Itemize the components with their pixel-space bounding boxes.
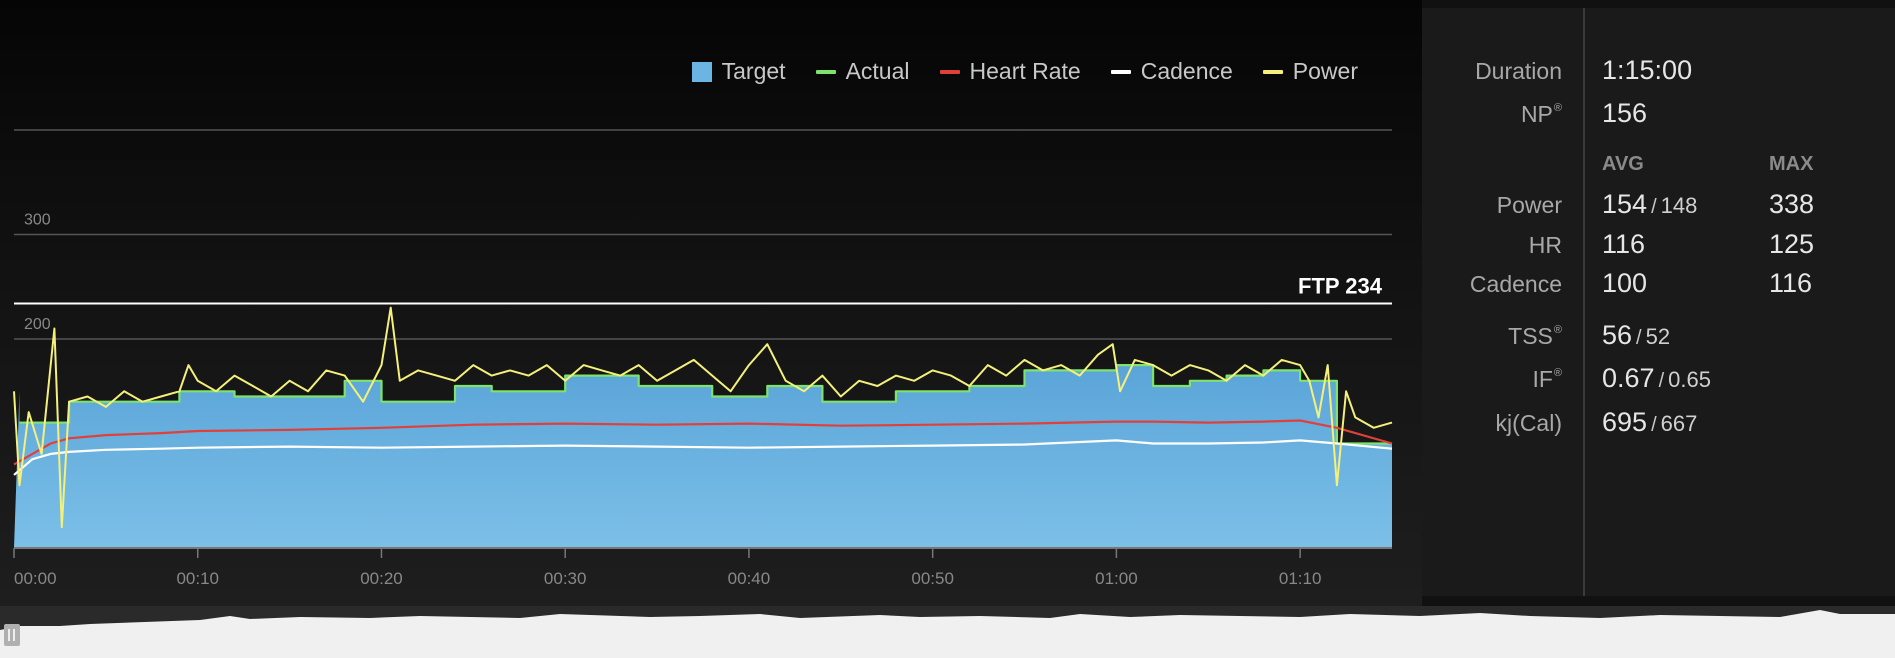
legend-swatch [1262,69,1283,74]
x-tick-label: 00:40 [728,569,771,588]
duration-value: 1:15:00 [1602,55,1693,85]
if-label: IF® [1532,366,1562,392]
legend-label: Cadence [1140,58,1233,84]
power-max-value: 338 [1769,189,1815,219]
hr-avg-value: 116 [1602,229,1646,259]
legend-label: Heart Rate [969,58,1081,84]
legend-swatch [691,61,712,82]
power-avg-value: 154/148 [1602,189,1698,219]
workout-timeline[interactable] [0,606,1895,658]
cadence-max-value: 116 [1769,268,1813,298]
np-label: NP® [1520,101,1562,127]
x-tick-label: 00:10 [176,569,219,588]
x-tick-label: 01:00 [1095,569,1138,588]
y-tick-label: 300 [24,212,51,229]
legend-swatch [815,69,836,74]
series-cadence-line [13,439,1393,476]
timeline-profile [0,610,1895,658]
x-tick-label: 00:00 [14,569,57,588]
series-power-line [13,306,1393,529]
legend-item-target[interactable]: Target [691,58,786,85]
power-label: Power [1496,192,1562,218]
avg-column-header: AVG [1602,153,1644,175]
if-value: 0.67/0.65 [1602,363,1711,393]
legend-swatch [1110,69,1131,74]
x-tick-label: 00:50 [911,569,954,588]
x-tick-label: 01:10 [1279,569,1322,588]
x-tick-label: 00:20 [360,569,403,588]
chart-legend: Target Actual Heart Rate Cadence Power [691,58,1358,85]
cadence-avg-value: 100 [1602,268,1648,298]
series-target-area [14,365,1392,548]
duration-label: Duration [1475,58,1562,84]
max-column-header: MAX [1769,153,1814,175]
kj-value: 695/667 [1602,407,1698,437]
tss-label: TSS® [1508,323,1562,349]
y-tick-label: 200 [24,316,51,333]
cadence-label: Cadence [1469,271,1562,297]
legend-label: Actual [845,58,910,84]
timeline-scrubber-handle[interactable] [4,624,20,646]
x-tick-label: 00:30 [544,569,587,588]
series-heart-rate-line [13,419,1393,466]
timeline-overview[interactable] [0,606,1895,658]
stats-panel: Duration 1:15:00 NP® 156 AVG MAX Power 1… [1422,8,1895,596]
legend-swatch [939,69,960,74]
legend-label: Power [1292,58,1358,84]
legend-label: Target [721,58,786,84]
tss-value: 56/52 [1602,320,1671,350]
legend-item-heart-rate[interactable]: Heart Rate [939,58,1081,85]
hr-max-value: 125 [1769,229,1815,259]
legend-item-power[interactable]: Power [1262,58,1358,85]
legend-item-cadence[interactable]: Cadence [1110,58,1233,85]
np-value: 156 [1602,98,1648,128]
ftp-label: FTP 234 [1298,273,1383,298]
workout-chart-panel: FTP 234 200 300 00:00 00:10 00:20 00:30 00:40 0… [0,0,1422,606]
stats-divider [1583,8,1585,596]
workout-chart[interactable]: FTP 234 200 300 00:00 00:10 00:20 00:30 00:40 0… [0,0,1422,606]
legend-item-actual[interactable]: Actual [815,58,910,85]
hr-label: HR [1528,232,1562,258]
kj-label: kj(Cal) [1495,410,1562,436]
